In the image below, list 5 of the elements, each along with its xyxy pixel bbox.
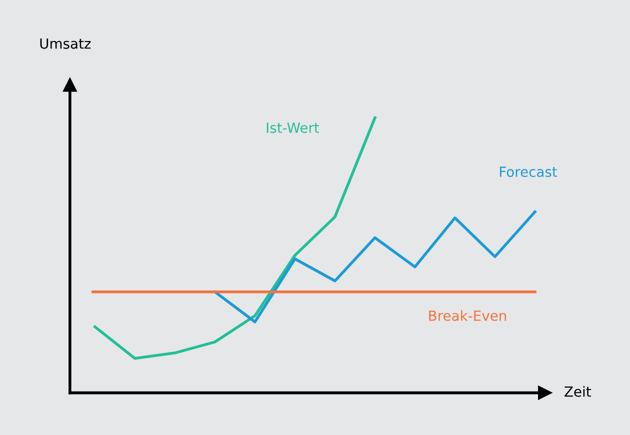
text: Ist-Wert — [266, 122, 320, 133]
ref-line-label: Break-Even — [429, 310, 506, 321]
x-axis-title: Zeit — [564, 386, 591, 397]
y-axis-title: Umsatz — [40, 38, 91, 49]
text: Forecast — [500, 166, 558, 178]
